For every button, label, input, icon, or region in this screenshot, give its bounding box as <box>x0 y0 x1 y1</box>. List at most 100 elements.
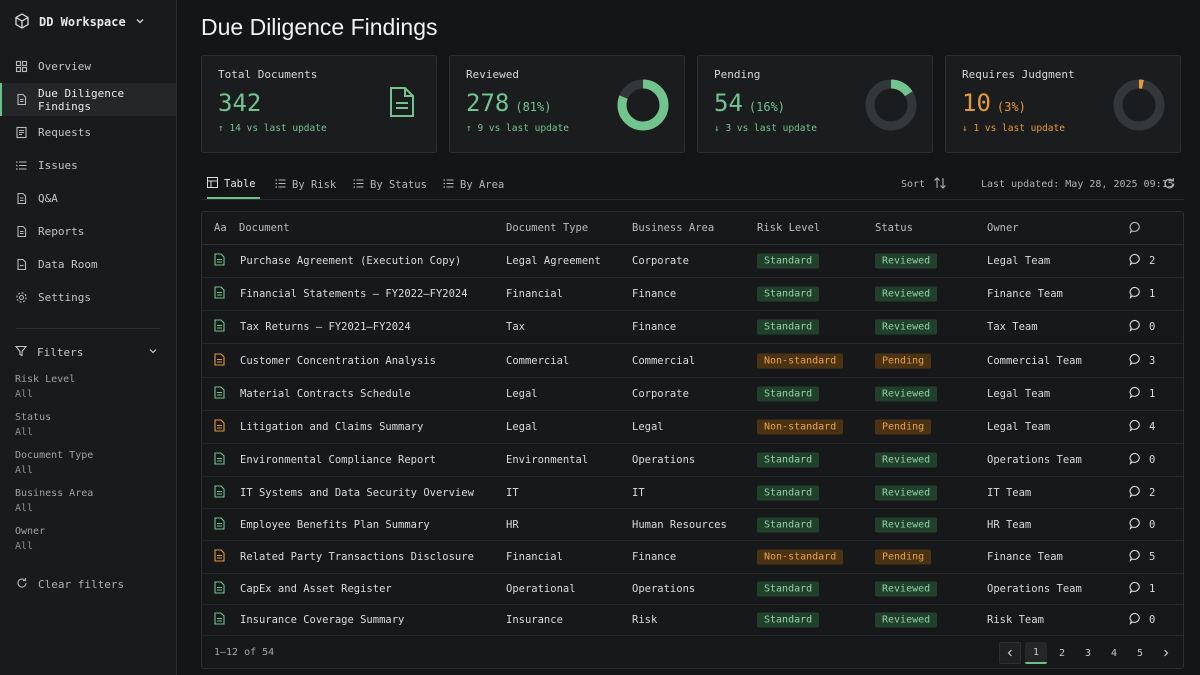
sidebar-item-reports[interactable]: Reports <box>0 215 176 248</box>
sidebar-item-data-room[interactable]: Data Room <box>0 248 176 281</box>
owner: Commercial Team <box>987 354 1082 367</box>
workspace-switcher[interactable]: DD Workspace <box>0 0 176 44</box>
document-name: Customer Concentration Analysis <box>240 354 436 367</box>
sidebar-item-q-a[interactable]: Q&A <box>0 182 176 215</box>
document-type: Environmental <box>506 454 589 466</box>
table-row[interactable]: IT Systems and Data Security Overview IT I… <box>202 477 1183 509</box>
tab-by-area[interactable]: By Area <box>443 170 504 199</box>
table-row[interactable]: Material Contracts Schedule Legal Corporat… <box>202 378 1183 411</box>
comment-count-button[interactable]: 1 <box>1129 286 1155 302</box>
comment-count-button[interactable]: 1 <box>1129 386 1155 402</box>
filter-label: Owner <box>15 526 46 537</box>
status-badge: Reviewed <box>875 386 938 402</box>
sidebar-item-label: Overview <box>38 60 91 73</box>
comment-count-button[interactable]: 4 <box>1129 419 1155 435</box>
list-icon <box>15 159 28 172</box>
document-type: Financial <box>506 551 563 563</box>
comment-count-button[interactable]: 5 <box>1129 549 1155 565</box>
clear-filters-button[interactable]: Clear filters <box>0 577 176 592</box>
risk-badge: Standard <box>757 319 820 335</box>
comment-count-button[interactable]: 3 <box>1129 353 1155 369</box>
table-row[interactable]: CapEx and Asset Register Operational Opera… <box>202 574 1183 605</box>
owner: Finance Team <box>987 288 1063 300</box>
comment-count-button[interactable]: 0 <box>1129 452 1155 468</box>
filter-value: All <box>15 465 34 476</box>
comment-count-button[interactable]: 0 <box>1129 612 1155 628</box>
risk-badge: Standard <box>757 517 820 532</box>
filter-owner[interactable]: Owner All <box>0 525 176 555</box>
sort-button[interactable]: Sort <box>901 170 947 199</box>
filters-header[interactable]: Filters <box>0 339 176 365</box>
table-row[interactable]: Tax Returns – FY2021–FY2024 Tax Finance Tax… <box>202 311 1183 344</box>
workspace-name: DD Workspace <box>39 15 126 29</box>
risk-badge: Non-standard <box>757 419 844 435</box>
sidebar-item-due-diligence-findings[interactable]: Due Diligence Findings <box>0 83 176 116</box>
filter-status[interactable]: Status All <box>0 411 176 441</box>
table-row[interactable]: Customer Concentration Analysis Commercia… <box>202 344 1183 378</box>
tab-by-risk[interactable]: By Risk <box>275 170 336 199</box>
sidebar-item-label: Q&A <box>38 192 58 205</box>
card-delta: ↑ 9 vs last update <box>466 123 668 134</box>
table-row[interactable]: Related Party Transactions Disclosure Fin… <box>202 541 1183 574</box>
tab-by-status[interactable]: By Status <box>353 170 427 199</box>
sidebar-item-overview[interactable]: Overview <box>0 50 176 83</box>
header-business-area[interactable]: Business Area <box>632 222 715 234</box>
prev-page-button[interactable] <box>999 642 1021 664</box>
tab-table[interactable]: Table <box>207 170 260 199</box>
filter-business-area[interactable]: Business Area All <box>0 487 176 517</box>
header-aa[interactable]: Aa <box>214 222 227 234</box>
page-3-button[interactable]: 3 <box>1084 647 1092 659</box>
sidebar-item-requests[interactable]: Requests <box>0 116 176 149</box>
page-5-button[interactable]: 5 <box>1136 647 1144 659</box>
comment-count-button[interactable]: 2 <box>1129 253 1155 269</box>
sidebar-item-issues[interactable]: Issues <box>0 149 176 182</box>
gear-icon <box>15 291 28 304</box>
filters-title: Filters <box>37 345 84 359</box>
risk-badge: Standard <box>757 581 820 597</box>
header-risk-level[interactable]: Risk Level <box>757 222 821 234</box>
document-type: HR <box>506 518 519 531</box>
comment-count-button[interactable]: 0 <box>1129 319 1155 335</box>
header-status[interactable]: Status <box>875 222 913 234</box>
business-area: Finance <box>632 551 677 563</box>
filter-label: Status <box>15 412 52 423</box>
header-document[interactable]: Document <box>239 222 290 234</box>
page-2-button[interactable]: 2 <box>1058 647 1066 659</box>
page-1-button[interactable]: 1 <box>1025 642 1047 664</box>
table-row[interactable]: Litigation and Claims Summary Legal Legal L… <box>202 411 1183 444</box>
filter-value: All <box>15 389 34 400</box>
status-badge: Reviewed <box>875 253 938 269</box>
header-owner[interactable]: Owner <box>987 222 1019 234</box>
header-document-type[interactable]: Document Type <box>506 222 589 234</box>
filter-risk-level[interactable]: Risk Level All <box>0 373 176 403</box>
table-row[interactable]: Environmental Compliance Report Environme… <box>202 444 1183 477</box>
sidebar-item-settings[interactable]: Settings <box>0 281 176 314</box>
table-row[interactable]: Financial Statements – FY2022–FY2024 Fina… <box>202 278 1183 311</box>
business-area: Corporate <box>632 255 689 267</box>
findings-table: Aa Document Document Type Business Area … <box>201 211 1184 669</box>
file-icon <box>214 516 225 533</box>
table-row[interactable]: Employee Benefits Plan Summary HR Human Re… <box>202 509 1183 541</box>
chevron-down-icon <box>135 16 145 29</box>
comment-count: 0 <box>1149 518 1156 531</box>
card-label: Pending <box>714 68 761 81</box>
comment-count-button[interactable]: 2 <box>1129 485 1155 501</box>
comment-count: 5 <box>1149 551 1156 563</box>
business-area: Finance <box>632 288 677 300</box>
file-icon <box>214 452 225 468</box>
refresh-button[interactable] <box>1163 177 1176 193</box>
file-icon <box>214 253 225 269</box>
card-delta-text: 14 vs last update <box>229 123 327 134</box>
summary-card-pending: Pending 54 (16%) ↓ 3 vs last update <box>697 55 933 153</box>
table-row[interactable]: Insurance Coverage Summary Insurance Risk R… <box>202 605 1183 636</box>
comment-count-button[interactable]: 1 <box>1129 581 1155 597</box>
filter-document-type[interactable]: Document Type All <box>0 449 176 479</box>
next-page-button[interactable] <box>1155 642 1177 664</box>
table-row[interactable]: Purchase Agreement (Execution Copy) Legal… <box>202 245 1183 278</box>
sidebar-item-label: Data Room <box>38 258 98 271</box>
card-value: 342 <box>218 89 262 117</box>
page-4-button[interactable]: 4 <box>1110 647 1118 659</box>
table-header: Aa Document Document Type Business Area … <box>202 212 1183 245</box>
comment-count-button[interactable]: 0 <box>1129 517 1155 533</box>
arrow-up-icon: ↑ <box>466 123 478 134</box>
